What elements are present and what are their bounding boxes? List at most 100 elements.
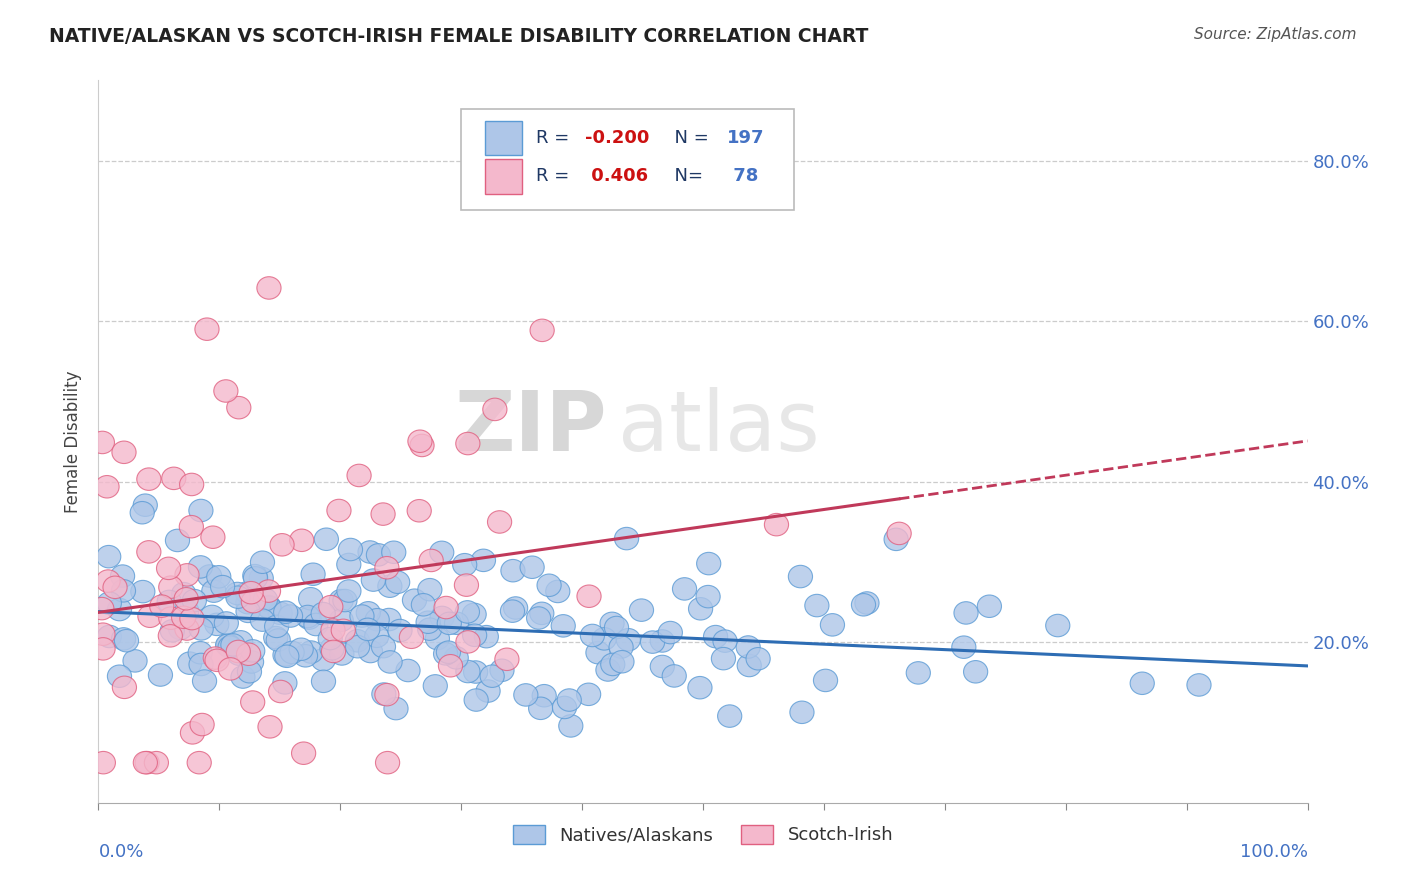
Ellipse shape <box>274 645 299 667</box>
Ellipse shape <box>221 633 245 657</box>
Ellipse shape <box>503 597 527 619</box>
Ellipse shape <box>437 612 461 634</box>
Ellipse shape <box>444 647 468 669</box>
Ellipse shape <box>311 602 335 624</box>
Ellipse shape <box>610 650 634 673</box>
Text: 0.0%: 0.0% <box>98 843 143 861</box>
Ellipse shape <box>630 599 654 622</box>
Ellipse shape <box>1046 615 1070 637</box>
Ellipse shape <box>418 618 441 640</box>
Ellipse shape <box>159 576 183 599</box>
Ellipse shape <box>270 533 294 556</box>
Ellipse shape <box>408 430 432 452</box>
Ellipse shape <box>1130 672 1154 695</box>
Ellipse shape <box>423 674 447 698</box>
Ellipse shape <box>330 643 354 665</box>
Text: R =: R = <box>536 129 575 147</box>
Ellipse shape <box>596 659 620 681</box>
Ellipse shape <box>111 565 135 587</box>
Ellipse shape <box>239 651 264 673</box>
Ellipse shape <box>609 636 633 658</box>
Ellipse shape <box>388 619 412 641</box>
Ellipse shape <box>359 640 382 663</box>
Ellipse shape <box>169 617 193 640</box>
Ellipse shape <box>977 595 1001 617</box>
Ellipse shape <box>347 464 371 487</box>
Text: Source: ZipAtlas.com: Source: ZipAtlas.com <box>1194 27 1357 42</box>
Ellipse shape <box>136 541 160 563</box>
Ellipse shape <box>278 605 302 627</box>
Ellipse shape <box>240 690 264 714</box>
Ellipse shape <box>201 526 225 549</box>
Ellipse shape <box>356 618 380 640</box>
Ellipse shape <box>530 319 554 342</box>
Ellipse shape <box>321 619 344 641</box>
Ellipse shape <box>367 543 391 566</box>
Ellipse shape <box>90 431 114 454</box>
Ellipse shape <box>253 589 277 611</box>
Ellipse shape <box>174 599 198 623</box>
Ellipse shape <box>513 683 538 706</box>
Ellipse shape <box>529 697 553 720</box>
Ellipse shape <box>454 574 478 597</box>
Ellipse shape <box>416 611 440 633</box>
Ellipse shape <box>315 528 339 550</box>
Ellipse shape <box>411 434 434 457</box>
Ellipse shape <box>218 636 242 658</box>
Ellipse shape <box>257 715 283 738</box>
Ellipse shape <box>107 665 132 688</box>
Ellipse shape <box>226 643 252 665</box>
Ellipse shape <box>188 617 214 640</box>
Ellipse shape <box>501 559 524 582</box>
Ellipse shape <box>145 751 169 774</box>
Ellipse shape <box>337 580 361 602</box>
Ellipse shape <box>172 582 195 605</box>
Text: NATIVE/ALASKAN VS SCOTCH-IRISH FEMALE DISABILITY CORRELATION CHART: NATIVE/ALASKAN VS SCOTCH-IRISH FEMALE DI… <box>49 27 869 45</box>
Ellipse shape <box>855 591 879 615</box>
Ellipse shape <box>269 602 292 624</box>
Ellipse shape <box>520 556 544 579</box>
Ellipse shape <box>226 396 250 419</box>
Ellipse shape <box>339 538 363 561</box>
Ellipse shape <box>290 529 314 551</box>
Ellipse shape <box>329 590 353 612</box>
Ellipse shape <box>174 588 198 610</box>
Ellipse shape <box>188 500 212 522</box>
Ellipse shape <box>711 648 735 670</box>
Text: -0.200: -0.200 <box>585 129 650 147</box>
Ellipse shape <box>436 641 461 664</box>
Ellipse shape <box>747 648 770 670</box>
Ellipse shape <box>264 626 288 648</box>
Ellipse shape <box>226 586 250 608</box>
Ellipse shape <box>301 563 325 585</box>
Ellipse shape <box>205 613 229 636</box>
Ellipse shape <box>131 581 155 603</box>
Ellipse shape <box>174 618 200 640</box>
Ellipse shape <box>201 580 226 602</box>
Ellipse shape <box>166 529 190 551</box>
Ellipse shape <box>600 653 624 676</box>
Ellipse shape <box>236 600 260 623</box>
Ellipse shape <box>159 607 183 630</box>
Ellipse shape <box>174 564 200 586</box>
Ellipse shape <box>378 575 402 598</box>
Ellipse shape <box>269 681 292 703</box>
Ellipse shape <box>311 670 336 692</box>
Ellipse shape <box>336 553 361 575</box>
Ellipse shape <box>183 590 207 612</box>
Ellipse shape <box>290 638 314 660</box>
Ellipse shape <box>471 549 495 572</box>
Ellipse shape <box>482 398 508 421</box>
FancyBboxPatch shape <box>461 109 793 211</box>
Ellipse shape <box>696 552 721 574</box>
Ellipse shape <box>187 751 211 774</box>
Ellipse shape <box>97 545 121 568</box>
Ellipse shape <box>91 638 115 660</box>
Ellipse shape <box>551 615 575 637</box>
Ellipse shape <box>195 318 219 341</box>
Ellipse shape <box>240 640 264 662</box>
Ellipse shape <box>291 742 316 764</box>
FancyBboxPatch shape <box>485 120 522 155</box>
Ellipse shape <box>396 659 420 681</box>
Ellipse shape <box>433 642 458 665</box>
